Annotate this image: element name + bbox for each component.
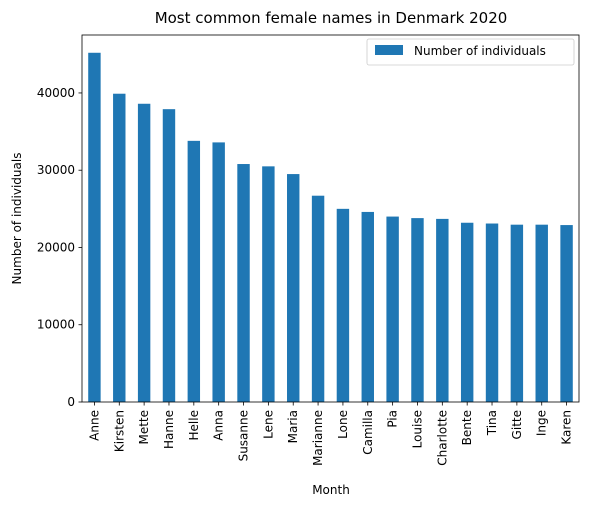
bar-inge [535,224,548,402]
legend-box [366,38,575,66]
bar-camilla [361,211,374,402]
bar-lone [336,208,350,402]
y-axis-label: Number of individuals [10,153,24,285]
x-axis-label: Month [312,483,350,497]
bar-louise [411,218,424,402]
x-tick-label: Susanne [237,410,251,461]
y-tick-label: 10000 [37,318,75,332]
x-tick-label: Bente [460,410,474,445]
bar-charlotte [436,218,449,402]
x-tick-label: Maria [286,410,300,443]
legend-swatch [375,45,403,55]
x-tick-label: Helle [187,410,201,440]
bar-mette [137,103,151,402]
x-axis-ticks: Anne Kirsten Mette Hanne Helle Anna Susanne Len… [87,402,574,466]
x-tick-label: Karen [560,410,574,445]
x-tick-label: Lone [336,410,350,439]
y-tick-label: 30000 [37,163,75,177]
bar-helle [187,140,201,402]
x-tick-label: Anna [212,410,226,441]
x-tick-label: Marianne [311,410,325,466]
x-tick-label: Gitte [510,410,524,439]
bar-maria [287,174,300,402]
x-tick-label: Inge [535,410,549,436]
x-tick-label: Lene [261,410,275,439]
plot-frame [81,34,580,403]
chart-title: Most common female names in Denmark 2020 [155,9,508,27]
x-tick-label: Louise [410,410,424,448]
bar-anna [212,142,225,402]
x-tick-label: Pia [386,410,400,428]
bar-bente [460,222,474,402]
x-tick-label: Anne [87,410,101,441]
bar-hanne [162,109,176,402]
bar-gitte [510,224,524,402]
x-tick-label: Camilla [361,410,375,455]
bar-susanne [237,164,250,402]
y-tick-label: 20000 [37,240,75,254]
bar-anne [88,52,101,402]
y-tick-label: 40000 [37,86,75,100]
bar-lene [262,166,275,402]
bar-karen [560,225,573,402]
bar-marianne [311,195,325,402]
x-tick-label: Charlotte [435,410,449,466]
bar-tina [485,223,499,402]
legend-label: Number of individuals [414,44,546,58]
bars-group [88,52,573,402]
x-tick-label: Hanne [162,410,176,449]
legend: Number of individuals [366,38,575,66]
bar-pia [386,216,399,402]
x-tick-label: Kirsten [112,410,126,452]
x-tick-label: Mette [137,410,151,445]
y-tick-label: 0 [67,395,75,409]
y-axis-ticks: 0 10000 20000 30000 40000 [37,86,82,409]
bar-kirsten [113,93,126,402]
x-tick-label: Tina [485,410,499,436]
